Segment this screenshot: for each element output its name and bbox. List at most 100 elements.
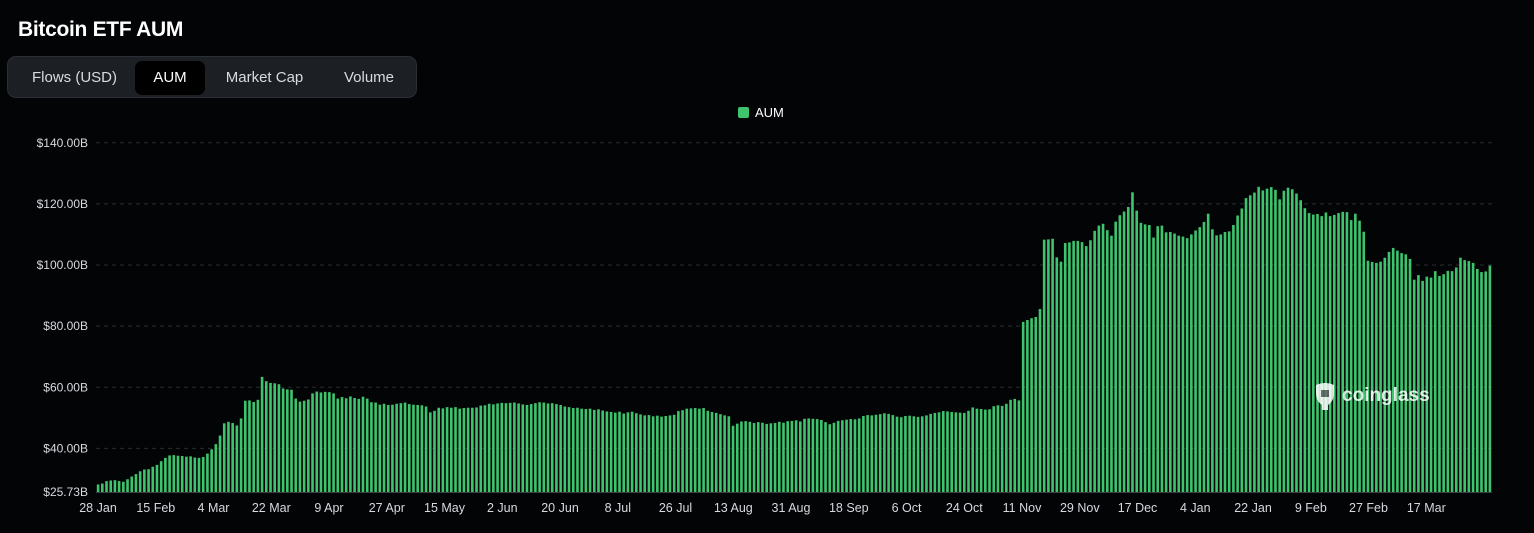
aum-bar[interactable] [580,408,583,492]
aum-bar[interactable] [143,469,146,492]
aum-bar[interactable] [231,423,234,492]
aum-bar[interactable] [1412,279,1416,492]
aum-bar[interactable] [1164,232,1168,492]
aum-bar[interactable] [189,456,192,492]
aum-bar[interactable] [1370,261,1374,492]
aum-bar[interactable] [1211,229,1214,492]
aum-bar[interactable] [420,405,424,492]
aum-bar[interactable] [538,402,541,492]
aum-bar[interactable] [1467,261,1471,492]
aum-bar[interactable] [1265,188,1269,492]
aum-bar[interactable] [168,455,171,492]
aum-bar[interactable] [504,403,508,492]
aum-bar[interactable] [1143,224,1147,492]
aum-bar[interactable] [664,416,668,492]
aum-bar[interactable] [769,423,773,492]
aum-bar[interactable] [693,408,697,492]
aum-bar[interactable] [206,453,209,492]
aum-bar[interactable] [353,397,356,492]
aum-bar[interactable] [714,412,718,492]
aum-bar[interactable] [727,416,731,492]
aum-bar[interactable] [723,415,726,492]
aum-bar[interactable] [706,410,710,492]
aum-bar[interactable] [592,409,596,492]
aum-bar[interactable] [1202,221,1206,492]
aum-bar[interactable] [1021,321,1025,492]
aum-bar[interactable] [765,423,768,492]
aum-bar[interactable] [243,400,247,492]
aum-bar[interactable] [677,411,680,492]
aum-bar[interactable] [1101,223,1105,492]
aum-bar[interactable] [298,401,302,492]
aum-bar[interactable] [471,407,474,492]
aum-bar[interactable] [1480,272,1483,492]
aum-bar[interactable] [1387,251,1391,492]
aum-bar[interactable] [777,421,781,492]
aum-bar[interactable] [1194,230,1197,493]
aum-bar[interactable] [836,420,840,492]
aum-bar[interactable] [1030,318,1033,492]
aum-bar[interactable] [248,400,251,492]
aum-bar[interactable] [109,480,113,492]
aum-bar[interactable] [550,403,554,492]
aum-bar[interactable] [962,412,966,492]
aum-bar[interactable] [534,403,537,492]
aum-bar[interactable] [1366,260,1370,492]
aum-bar[interactable] [370,402,373,492]
aum-bar[interactable] [799,421,802,493]
aum-bar[interactable] [164,457,167,492]
aum-bar[interactable] [916,416,920,492]
aum-bar[interactable] [1026,320,1029,492]
aum-bar[interactable] [761,422,764,492]
aum-bar[interactable] [1152,237,1155,492]
aum-bar[interactable] [1316,214,1319,492]
aum-bar[interactable] [1446,270,1450,492]
aum-bar[interactable] [361,396,365,492]
aum-bar[interactable] [378,404,382,492]
aum-bar[interactable] [1076,240,1080,492]
aum-bar[interactable] [933,412,937,492]
aum-bar[interactable] [1454,267,1458,492]
aum-bar[interactable] [340,397,344,492]
aum-bar[interactable] [399,403,403,492]
tab-aum[interactable]: AUM [135,61,205,95]
aum-bar[interactable] [748,421,752,492]
aum-bar[interactable] [853,419,857,492]
aum-bar[interactable] [567,407,571,492]
aum-bar[interactable] [803,418,806,492]
aum-bar[interactable] [492,404,495,492]
aum-bar[interactable] [151,466,155,492]
aum-bar[interactable] [1463,260,1466,492]
tab-flows-usd[interactable]: Flows (USD) [32,69,117,86]
aum-bar[interactable] [1438,276,1441,492]
aum-bar[interactable] [1274,189,1277,492]
aum-bar[interactable] [874,414,878,492]
aum-bar[interactable] [286,389,289,492]
aum-bar[interactable] [319,392,323,492]
aum-bar[interactable] [794,420,798,492]
aum-bar[interactable] [971,407,975,492]
aum-bar[interactable] [1261,190,1265,492]
aum-bar[interactable] [391,404,394,492]
aum-bar[interactable] [256,399,260,492]
aum-bar[interactable] [883,413,886,492]
aum-bar[interactable] [992,406,996,492]
aum-bar[interactable] [1131,192,1134,493]
aum-bar[interactable] [584,408,588,492]
aum-bar[interactable] [1299,200,1302,493]
aum-bar[interactable] [302,400,306,492]
aum-bar[interactable] [1013,398,1017,492]
aum-bar[interactable] [824,422,827,492]
aum-bar[interactable] [576,407,579,492]
aum-bar[interactable] [618,411,621,492]
aum-bar[interactable] [96,484,100,492]
aum-bar[interactable] [1097,225,1101,493]
aum-bar[interactable] [454,407,457,492]
aum-bar[interactable] [126,479,129,492]
aum-bar[interactable] [407,404,411,492]
aum-bar[interactable] [807,418,811,492]
aum-bar[interactable] [323,391,327,492]
aum-bar[interactable] [307,399,310,492]
aum-bar[interactable] [458,408,462,492]
aum-bar[interactable] [1089,240,1092,492]
